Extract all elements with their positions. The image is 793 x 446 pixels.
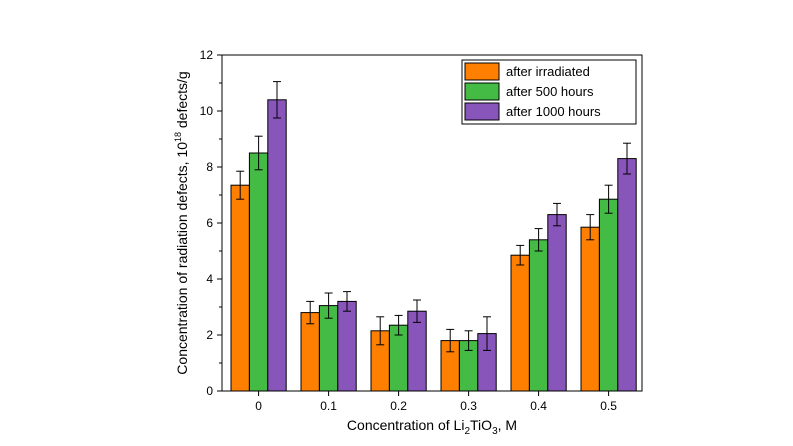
x-tick-label: 0.3	[460, 399, 477, 413]
bar-1-2	[300, 312, 320, 392]
bar-3-3	[407, 310, 427, 392]
legend-swatch-2	[464, 82, 500, 101]
error-bar-2-5	[534, 228, 543, 252]
error-bar-1-6	[586, 214, 595, 241]
error-bar-3-3	[413, 299, 421, 323]
bar-2-1	[248, 152, 269, 392]
error-bar-3-4	[483, 316, 491, 351]
y-tick-label: 2	[206, 328, 213, 342]
error-bar-1-1	[236, 170, 245, 200]
y-tick-label: 8	[206, 160, 213, 174]
error-bar-2-1	[254, 135, 263, 171]
legend-swatch-3	[464, 102, 500, 121]
y-axis: 0 2 4 6 8 10 12	[200, 48, 222, 398]
error-bar-1-5	[516, 244, 525, 266]
y-tick-label: 12	[200, 48, 214, 62]
legend: after irradiated after 500 hours after 100…	[461, 59, 637, 125]
x-tick-label: 0.1	[320, 399, 337, 413]
x-axis: 0 0.1 0.2 0.3 0.4 0.5	[255, 391, 617, 413]
y-tick-label: 4	[206, 272, 213, 286]
x-axis-title: Concentration of Li2TiO3, M	[347, 417, 517, 437]
error-bar-1-2	[306, 300, 315, 325]
y-tick-label: 10	[200, 104, 214, 118]
error-bar-2-2	[324, 292, 333, 319]
error-bar-2-4	[464, 330, 473, 351]
x-tick-label: 0.4	[530, 399, 547, 413]
error-bar-3-6	[623, 142, 631, 175]
bar-2-6	[598, 198, 619, 392]
error-bar-2-3	[394, 314, 403, 336]
error-bar-3-2	[343, 291, 351, 312]
bar-2-5	[528, 239, 549, 392]
bar-1-6	[580, 226, 600, 392]
bars-layer	[230, 99, 637, 392]
legend-label-3: after 1000 hours	[506, 104, 601, 119]
error-bar-1-3	[376, 316, 385, 346]
bar-3-1	[267, 99, 287, 392]
error-bar-1-4	[446, 328, 455, 353]
error-bar-2-6	[604, 184, 613, 214]
legend-label-1: after irradiated	[506, 64, 590, 79]
y-tick-label: 0	[206, 384, 213, 398]
error-bar-3-5	[553, 202, 561, 227]
x-tick-label: 0.5	[600, 399, 617, 413]
legend-swatch-1	[464, 62, 500, 81]
legend-label-2: after 500 hours	[506, 84, 594, 99]
bar-1-1	[230, 184, 250, 392]
error-bar-3-1	[273, 81, 281, 119]
bar-3-5	[547, 214, 567, 392]
bar-1-5	[510, 254, 530, 392]
error-bars-layer	[236, 81, 631, 353]
x-tick-label: 0	[255, 399, 262, 413]
bar-3-6	[617, 158, 637, 392]
bar-3-2	[337, 300, 357, 392]
y-tick-label: 6	[206, 216, 213, 230]
y-axis-title: Concentration of radiation defects, 1018…	[173, 71, 190, 374]
x-tick-label: 0.2	[390, 399, 407, 413]
